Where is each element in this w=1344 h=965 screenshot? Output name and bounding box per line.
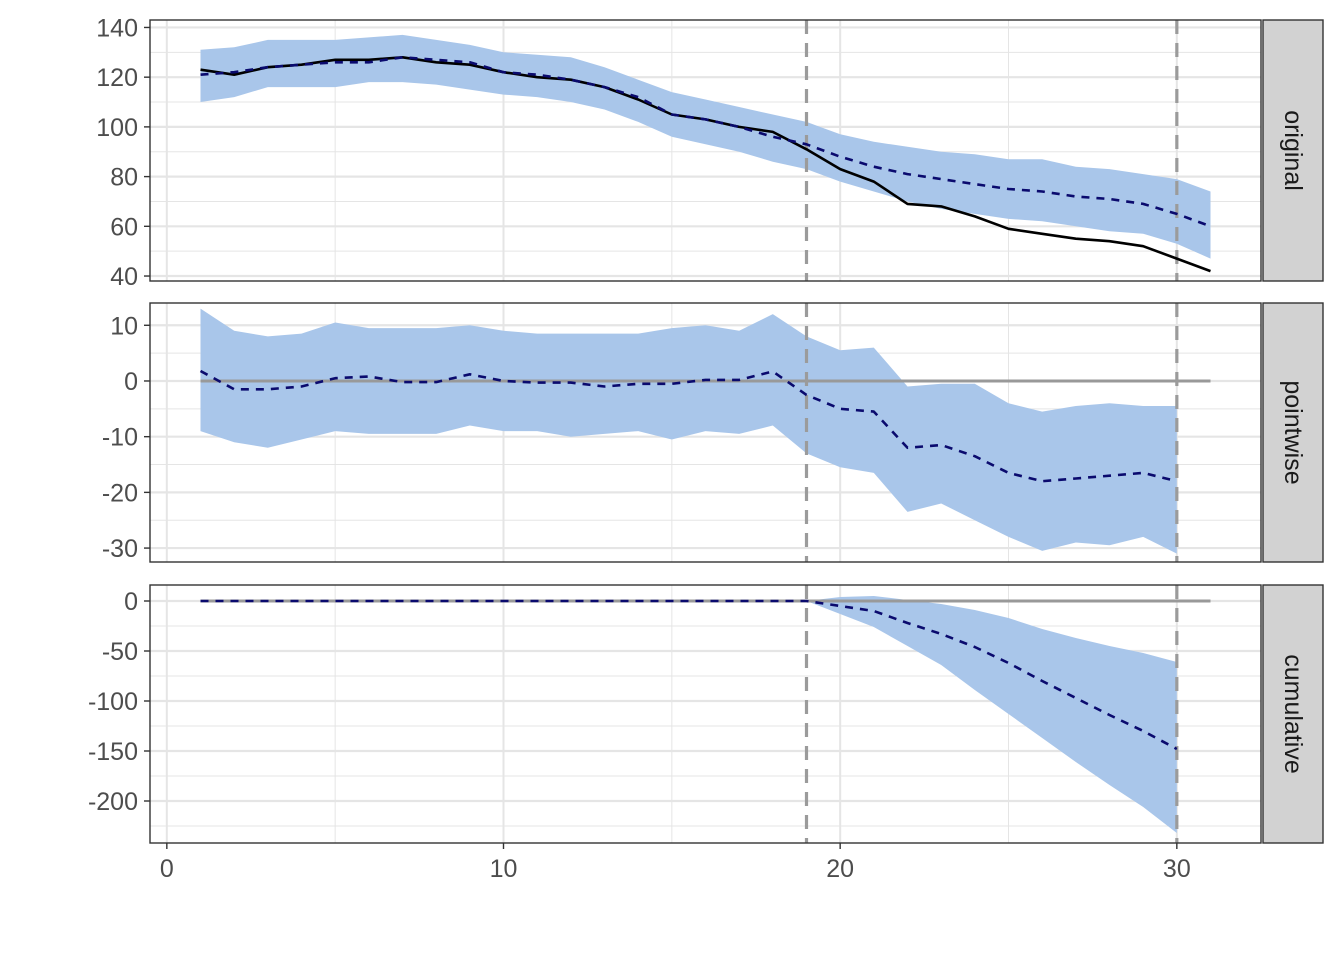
y-tick-label: 100	[96, 114, 138, 142]
predicted-line	[199, 369, 1178, 483]
y-tick-label: -100	[88, 688, 138, 716]
facet-strip	[1262, 19, 1324, 282]
y-tick-label: 10	[110, 312, 138, 340]
y-tick-label: -30	[102, 535, 138, 563]
y-tick-label: -200	[88, 788, 138, 816]
y-tick-label: -10	[102, 424, 138, 452]
y-tick-label: 80	[110, 164, 138, 192]
y-tick-label: 0	[124, 368, 138, 396]
y-tick-label: 140	[96, 14, 138, 42]
panel-original: 40 60 80 100 120 140 original	[96, 14, 1324, 291]
confidence-band	[200, 308, 1177, 554]
facet-strip	[1262, 302, 1324, 563]
panel-border	[149, 584, 1262, 844]
predicted-line	[200, 55, 1211, 228]
y-tick-label: 40	[110, 263, 138, 291]
panel-pointwise: -30 -20 -10 0 10 pointwise	[102, 302, 1324, 563]
facet-strip-label: cumulative	[1279, 654, 1307, 774]
panel-border	[149, 19, 1262, 282]
facet-strip-label: original	[1279, 110, 1307, 191]
y-tick-label: 0	[124, 588, 138, 616]
y-tick-label: 120	[96, 64, 138, 92]
data-layer	[200, 20, 1211, 281]
facet-strip	[1262, 584, 1324, 844]
y-tick-label: -20	[102, 479, 138, 507]
facet-strip-label: pointwise	[1279, 380, 1307, 484]
data-layer	[199, 303, 1211, 562]
confidence-band	[200, 596, 1177, 833]
x-tick-label: 10	[490, 855, 518, 883]
data-layer	[200, 585, 1211, 843]
confidence-band	[200, 34, 1211, 259]
panel-border	[149, 302, 1262, 563]
panel-cumulative: -200 -150 -100 -50 0 cumulative	[88, 584, 1324, 844]
y-tick-label: -150	[88, 738, 138, 766]
x-tick-label: 30	[1163, 855, 1191, 883]
y-tick-label: 60	[110, 213, 138, 241]
y-tick-label: -50	[102, 638, 138, 666]
x-tick-label: 0	[160, 855, 174, 883]
x-tick-label: 20	[826, 855, 854, 883]
